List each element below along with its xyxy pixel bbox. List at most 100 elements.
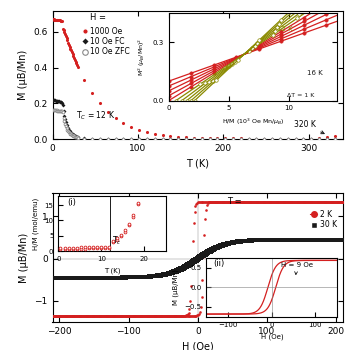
Point <box>207 136 212 142</box>
Point <box>58 275 63 280</box>
Point <box>262 237 268 243</box>
Point <box>206 199 212 205</box>
Point <box>251 237 257 243</box>
Point <box>176 313 182 319</box>
Point <box>215 199 220 204</box>
Point <box>75 135 81 140</box>
Point <box>206 250 212 255</box>
Point <box>309 199 315 204</box>
Point <box>168 313 174 319</box>
Point <box>63 123 69 129</box>
Point <box>135 313 141 319</box>
Point <box>337 199 343 204</box>
Point <box>168 271 174 276</box>
Point <box>302 199 308 204</box>
Point <box>223 242 229 247</box>
Point <box>244 199 250 204</box>
Point <box>302 199 308 204</box>
Point <box>254 136 259 142</box>
Point <box>62 29 67 35</box>
Point <box>195 257 201 263</box>
Point <box>64 275 69 280</box>
Point <box>172 313 177 319</box>
Point <box>262 237 268 243</box>
Point <box>66 313 72 319</box>
Point <box>157 273 162 279</box>
Point <box>69 313 75 319</box>
Point <box>329 237 334 243</box>
Point <box>85 313 91 319</box>
Point <box>264 237 269 243</box>
Point <box>57 275 62 280</box>
Point <box>189 261 195 267</box>
Point <box>144 274 149 279</box>
Point <box>59 313 65 319</box>
Point <box>287 199 293 204</box>
Point <box>165 271 170 276</box>
Point <box>94 275 99 280</box>
Point <box>188 259 194 265</box>
Point <box>75 313 80 319</box>
X-axis label: T (K): T (K) <box>186 159 209 169</box>
Point <box>144 136 150 142</box>
Point <box>298 237 303 243</box>
Point <box>329 199 334 204</box>
Point <box>166 313 171 319</box>
Point <box>215 136 220 142</box>
Point <box>72 275 77 280</box>
Point <box>174 313 180 319</box>
Point <box>95 275 101 280</box>
Point <box>279 237 284 243</box>
Point <box>70 51 76 57</box>
Point <box>279 199 285 204</box>
Point <box>142 313 148 319</box>
Point <box>182 263 188 268</box>
Point <box>165 313 170 319</box>
Point <box>89 275 95 280</box>
Point <box>79 313 85 319</box>
Point <box>66 275 72 280</box>
Point <box>208 199 214 204</box>
Point <box>90 275 96 280</box>
Point <box>188 262 194 267</box>
Point <box>101 275 106 280</box>
Point <box>284 199 290 204</box>
Point <box>244 199 250 204</box>
Point <box>58 108 63 114</box>
Point <box>330 199 336 204</box>
Point <box>64 313 70 319</box>
Point <box>62 118 67 124</box>
Point <box>95 313 101 319</box>
Point <box>225 199 231 204</box>
Point <box>120 136 126 142</box>
Point <box>67 313 73 319</box>
Point <box>261 136 267 141</box>
Point <box>316 199 322 204</box>
Point <box>303 237 309 243</box>
Point <box>327 237 332 243</box>
Point <box>276 237 282 243</box>
Point <box>50 107 56 113</box>
Point <box>331 199 337 204</box>
Point <box>333 199 339 204</box>
Point <box>217 199 223 204</box>
Point <box>133 313 139 319</box>
Point <box>271 199 277 204</box>
Point <box>258 237 264 243</box>
Point <box>139 313 144 319</box>
Point <box>169 313 175 319</box>
Point <box>115 275 120 280</box>
Point <box>53 107 59 113</box>
Point <box>248 238 254 243</box>
Point <box>59 275 65 280</box>
Point <box>88 275 94 280</box>
Point <box>119 275 125 280</box>
Point <box>301 136 306 142</box>
Point <box>76 313 82 319</box>
Point <box>285 136 290 142</box>
Point <box>109 275 114 280</box>
Point <box>238 199 244 204</box>
Point <box>178 313 183 319</box>
Point <box>206 199 211 204</box>
Point <box>133 274 139 280</box>
